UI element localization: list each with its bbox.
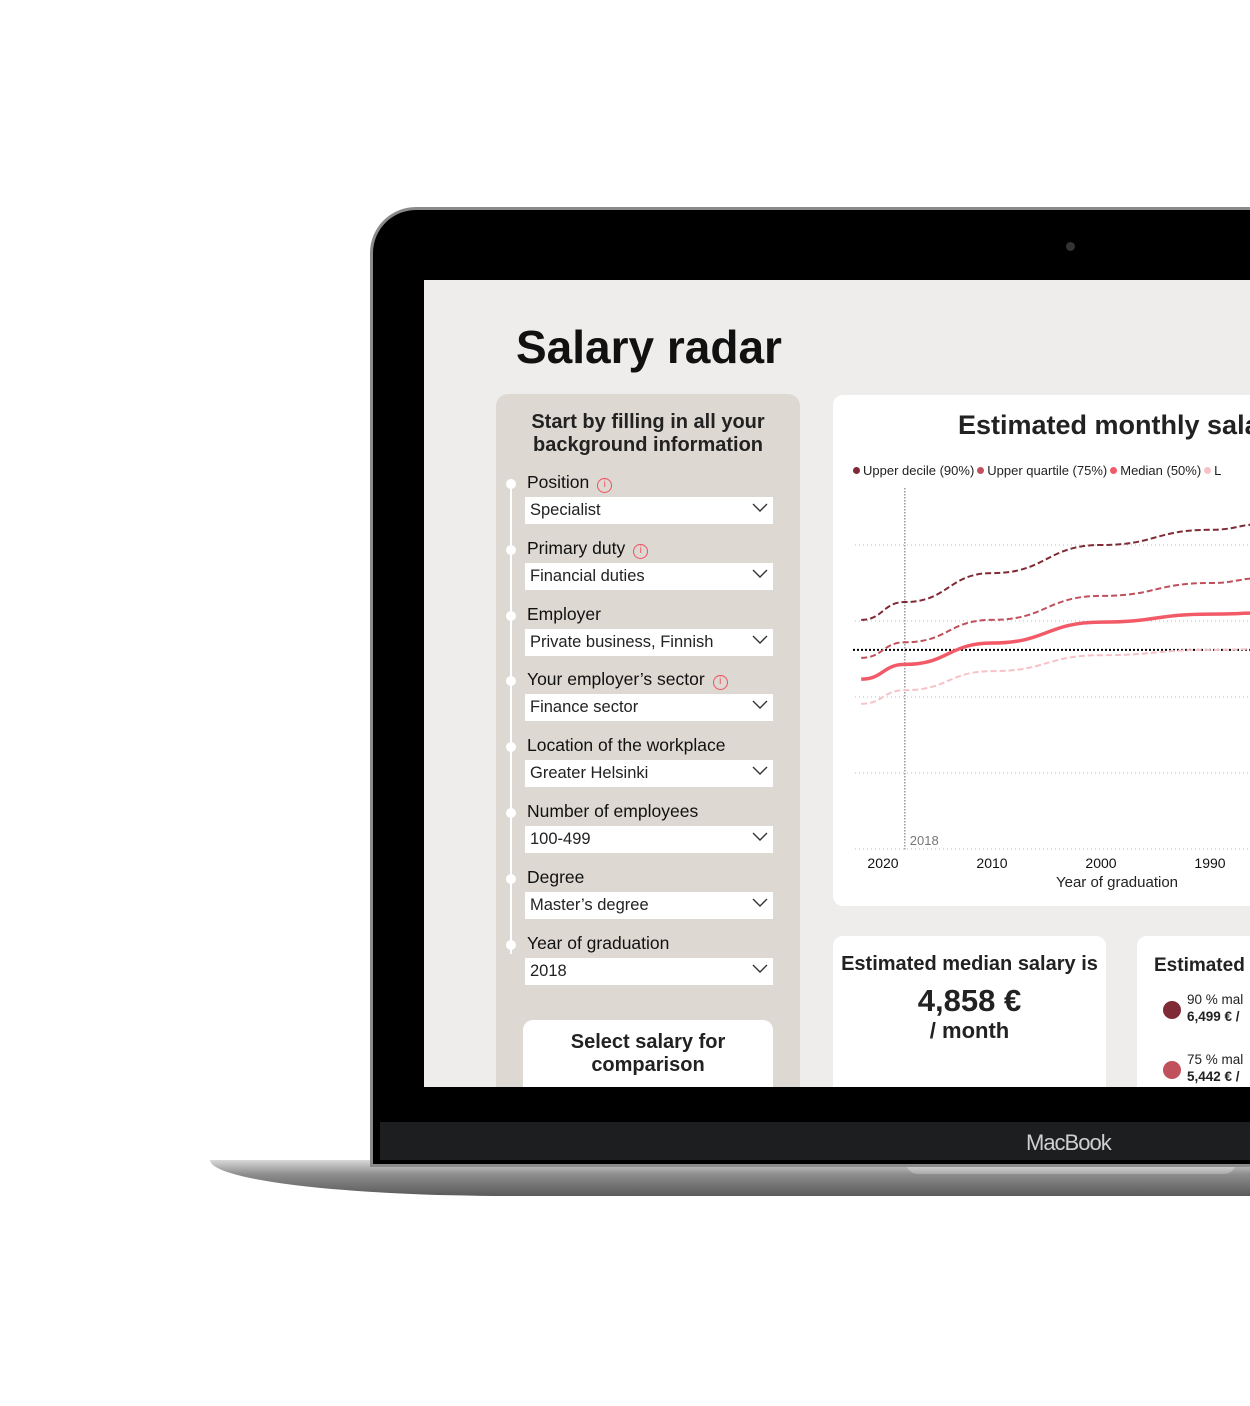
legend-item[interactable]: Upper decile (90%) (853, 463, 974, 478)
info-icon[interactable]: i (633, 543, 649, 559)
field-label: Year of graduation (527, 933, 669, 954)
laptop-bezel-bottom (380, 1122, 1250, 1160)
chevron-down-icon (752, 569, 768, 578)
step-dot (506, 676, 516, 687)
page-title: Salary radar (516, 321, 782, 373)
step-dot (506, 808, 516, 818)
legend-item[interactable]: Upper quartile (75%) (977, 463, 1107, 478)
step-dot (506, 479, 516, 489)
dropdown-value: Private business, Finnish (530, 632, 714, 651)
percentile-dot (1163, 1061, 1181, 1079)
legend-dot (1204, 467, 1212, 474)
field-label-text: Degree (527, 866, 585, 887)
median-value: 4,858 € (917, 983, 1022, 1018)
field-dropdown[interactable]: 100-499 (525, 826, 773, 853)
x-tick-label: 1990 (1194, 855, 1225, 871)
field-dropdown[interactable]: Financial duties (525, 562, 773, 590)
series-line (861, 611, 1250, 681)
chevron-down-icon (752, 964, 768, 973)
field-label: Degree (527, 867, 584, 888)
field-label: Primary duty i (527, 537, 649, 559)
percentile-heading: Estimated (1154, 955, 1245, 976)
legend-label: L (1214, 463, 1222, 478)
background-form: Start by filling in all your background … (496, 394, 800, 1087)
step-dot (506, 939, 516, 950)
field-label: Location of the workplace (527, 735, 725, 756)
legend-dot (977, 467, 985, 474)
chart-title: Estimated monthly sala (958, 410, 1250, 440)
series-line (861, 523, 1250, 621)
step-dot (506, 544, 516, 555)
step-dot (506, 873, 516, 884)
camera-icon (1066, 242, 1075, 251)
legend-label: Upper decile (90%) (863, 463, 975, 478)
field-dropdown[interactable]: Specialist (525, 497, 773, 524)
chevron-down-icon (752, 832, 768, 841)
select-comparison-button[interactable]: Select salary for comparison (523, 1020, 773, 1087)
percentile-value: 5,442 € / (1187, 1069, 1240, 1084)
field-label: Position i (527, 472, 613, 493)
series-line (861, 648, 1250, 705)
chevron-down-icon (752, 766, 768, 776)
chevron-down-icon (752, 898, 768, 907)
brand-label: MacBook (1026, 1130, 1112, 1155)
field-label-text: Your employer’s sector (527, 669, 705, 690)
legend-item[interactable]: L (1204, 463, 1221, 478)
chevron-down-icon (752, 700, 768, 710)
field-label-text: Number of employees (527, 801, 699, 821)
x-tick-label: 2010 (976, 855, 1007, 871)
median-salary-card: Estimated median salary is 4,858 € / mon… (833, 936, 1106, 1087)
field-label-text: Location of the workplace (527, 735, 726, 756)
percentile-dot (1163, 1001, 1181, 1019)
field-dropdown[interactable]: Private business, Finnish (525, 628, 773, 656)
salary-chart-card: 2018 2020 2010 2000 1990 Year of graduation E… (833, 395, 1250, 906)
field-label: Your employer’s sector i (527, 669, 728, 691)
field-dropdown[interactable]: Greater Helsinki (525, 760, 773, 788)
year-marker-label: 2018 (910, 833, 939, 848)
step-dot (506, 742, 516, 753)
dropdown-value: 2018 (530, 961, 567, 980)
legend-item[interactable]: Median (50%) (1110, 463, 1201, 478)
info-icon[interactable]: i (712, 675, 728, 691)
chevron-down-icon (752, 635, 768, 644)
series-line (861, 577, 1250, 659)
field-label-text: Position (527, 472, 590, 492)
field-dropdown[interactable]: Finance sector (525, 694, 773, 722)
field-label: Number of employees (527, 801, 698, 822)
percentile-value: 6,499 € / (1187, 1009, 1240, 1024)
median-heading: Estimated median salary is (841, 953, 1098, 975)
dropdown-value: Greater Helsinki (530, 764, 649, 783)
legend-dot (853, 467, 860, 474)
field-dropdown[interactable]: Master’s degree (525, 891, 773, 919)
chart-legend: Upper decile (90%) Upper quartile (75%) Me… (853, 463, 1224, 478)
percentile-label: 90 % mal (1187, 992, 1244, 1007)
screen: Salary radar Start by filling in all you… (424, 280, 1250, 1087)
progress-rail (510, 484, 512, 954)
median-unit: / month (929, 1018, 1010, 1043)
field-label: Employer (527, 604, 601, 625)
legend-label: Upper quartile (75%) (987, 463, 1108, 478)
x-tick-label: 2020 (867, 855, 898, 871)
legend-label: Median (50%) (1120, 463, 1202, 478)
dropdown-value: 100-499 (530, 830, 591, 848)
form-heading: Start by filling in all your background … (531, 411, 765, 456)
dropdown-value: Specialist (530, 501, 601, 519)
field-dropdown[interactable]: 2018 (525, 957, 773, 985)
x-tick-label: 2000 (1085, 855, 1116, 871)
chevron-down-icon (752, 503, 768, 512)
salary-chart: 2018 2020 2010 2000 1990 Year of graduation (853, 488, 1250, 891)
field-label-text: Employer (527, 603, 601, 624)
field-label-text: Primary duty (527, 537, 626, 558)
legend-dot (1110, 467, 1118, 474)
dropdown-value: Finance sector (530, 698, 639, 717)
dropdown-value: Master’s degree (530, 895, 649, 914)
step-dot (506, 610, 516, 621)
field-label-text: Year of graduation (527, 932, 670, 953)
percentile-card: Estimated 90 % mal 6,499 € / 75 % mal 5,442… (1137, 936, 1250, 1087)
dropdown-value: Financial duties (530, 566, 645, 585)
x-axis-label: Year of graduation (1056, 874, 1178, 891)
info-icon[interactable]: i (597, 478, 613, 493)
percentile-label: 75 % mal (1187, 1052, 1244, 1067)
